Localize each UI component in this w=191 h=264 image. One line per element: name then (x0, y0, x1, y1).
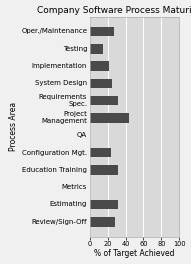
Y-axis label: Process Area: Process Area (9, 102, 18, 151)
Bar (90, 148, 111, 157)
Bar (90, 96, 118, 105)
X-axis label: % of Target Achieved: % of Target Achieved (94, 249, 175, 258)
Bar (90, 44, 103, 54)
Bar (90, 27, 114, 36)
Bar (90, 113, 129, 123)
Bar (90, 61, 109, 71)
Bar (90, 79, 112, 88)
Bar (90, 200, 118, 209)
Title: Company Software Process Maturity Profile: Company Software Process Maturity Profil… (37, 6, 191, 15)
Bar (90, 217, 115, 227)
Bar (90, 165, 118, 175)
